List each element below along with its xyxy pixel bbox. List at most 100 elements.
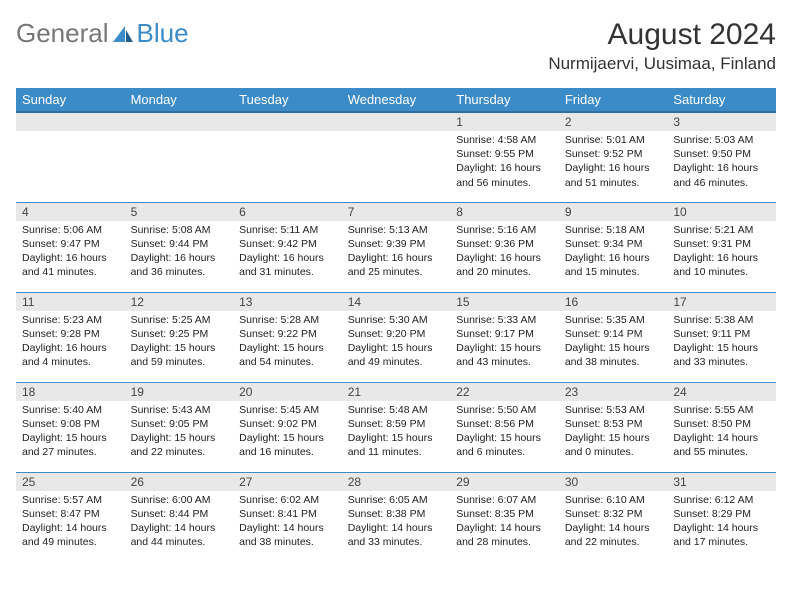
day-content: Sunrise: 5:38 AMSunset: 9:11 PMDaylight:… [667, 311, 776, 374]
day-number: 18 [16, 383, 125, 401]
logo-sail-icon [111, 24, 135, 44]
day-number: 9 [559, 203, 668, 221]
calendar-cell: 31Sunrise: 6:12 AMSunset: 8:29 PMDayligh… [667, 472, 776, 562]
calendar-cell [16, 112, 125, 202]
calendar-cell: 30Sunrise: 6:10 AMSunset: 8:32 PMDayligh… [559, 472, 668, 562]
day-content: Sunrise: 6:00 AMSunset: 8:44 PMDaylight:… [125, 491, 234, 554]
weekday-header: Friday [559, 88, 668, 112]
day-number: 31 [667, 473, 776, 491]
day-content: Sunrise: 5:57 AMSunset: 8:47 PMDaylight:… [16, 491, 125, 554]
day-content: Sunrise: 5:28 AMSunset: 9:22 PMDaylight:… [233, 311, 342, 374]
day-content: Sunrise: 5:50 AMSunset: 8:56 PMDaylight:… [450, 401, 559, 464]
day-number: 10 [667, 203, 776, 221]
calendar-cell: 26Sunrise: 6:00 AMSunset: 8:44 PMDayligh… [125, 472, 234, 562]
location: Nurmijaervi, Uusimaa, Finland [548, 54, 776, 74]
calendar-cell: 3Sunrise: 5:03 AMSunset: 9:50 PMDaylight… [667, 112, 776, 202]
calendar-cell: 20Sunrise: 5:45 AMSunset: 9:02 PMDayligh… [233, 382, 342, 472]
day-content: Sunrise: 5:48 AMSunset: 8:59 PMDaylight:… [342, 401, 451, 464]
day-content: Sunrise: 6:05 AMSunset: 8:38 PMDaylight:… [342, 491, 451, 554]
calendar-week-row: 1Sunrise: 4:58 AMSunset: 9:55 PMDaylight… [16, 112, 776, 202]
day-content: Sunrise: 5:35 AMSunset: 9:14 PMDaylight:… [559, 311, 668, 374]
weekday-header: Wednesday [342, 88, 451, 112]
month-title: August 2024 [548, 18, 776, 52]
calendar-week-row: 11Sunrise: 5:23 AMSunset: 9:28 PMDayligh… [16, 292, 776, 382]
day-content: Sunrise: 5:13 AMSunset: 9:39 PMDaylight:… [342, 221, 451, 284]
day-number: 14 [342, 293, 451, 311]
calendar-cell: 29Sunrise: 6:07 AMSunset: 8:35 PMDayligh… [450, 472, 559, 562]
calendar-cell [342, 112, 451, 202]
calendar-cell: 15Sunrise: 5:33 AMSunset: 9:17 PMDayligh… [450, 292, 559, 382]
calendar-cell: 5Sunrise: 5:08 AMSunset: 9:44 PMDaylight… [125, 202, 234, 292]
day-content: Sunrise: 6:12 AMSunset: 8:29 PMDaylight:… [667, 491, 776, 554]
calendar-cell: 13Sunrise: 5:28 AMSunset: 9:22 PMDayligh… [233, 292, 342, 382]
calendar-cell [233, 112, 342, 202]
day-number: 16 [559, 293, 668, 311]
day-number: 4 [16, 203, 125, 221]
day-number: 19 [125, 383, 234, 401]
day-number [233, 113, 342, 131]
day-number: 12 [125, 293, 234, 311]
day-content: Sunrise: 5:25 AMSunset: 9:25 PMDaylight:… [125, 311, 234, 374]
day-number: 27 [233, 473, 342, 491]
day-number: 8 [450, 203, 559, 221]
calendar-cell: 22Sunrise: 5:50 AMSunset: 8:56 PMDayligh… [450, 382, 559, 472]
day-number: 7 [342, 203, 451, 221]
calendar-cell: 16Sunrise: 5:35 AMSunset: 9:14 PMDayligh… [559, 292, 668, 382]
day-content: Sunrise: 5:23 AMSunset: 9:28 PMDaylight:… [16, 311, 125, 374]
weekday-header-row: SundayMondayTuesdayWednesdayThursdayFrid… [16, 88, 776, 112]
day-number: 30 [559, 473, 668, 491]
calendar-cell: 11Sunrise: 5:23 AMSunset: 9:28 PMDayligh… [16, 292, 125, 382]
logo: General Blue [16, 18, 189, 49]
calendar-cell: 12Sunrise: 5:25 AMSunset: 9:25 PMDayligh… [125, 292, 234, 382]
day-number: 23 [559, 383, 668, 401]
calendar-week-row: 4Sunrise: 5:06 AMSunset: 9:47 PMDaylight… [16, 202, 776, 292]
weekday-header: Tuesday [233, 88, 342, 112]
day-content: Sunrise: 4:58 AMSunset: 9:55 PMDaylight:… [450, 131, 559, 194]
calendar-cell: 28Sunrise: 6:05 AMSunset: 8:38 PMDayligh… [342, 472, 451, 562]
weekday-header: Sunday [16, 88, 125, 112]
calendar-table: SundayMondayTuesdayWednesdayThursdayFrid… [16, 88, 776, 562]
day-content: Sunrise: 5:11 AMSunset: 9:42 PMDaylight:… [233, 221, 342, 284]
day-content: Sunrise: 5:33 AMSunset: 9:17 PMDaylight:… [450, 311, 559, 374]
calendar-week-row: 25Sunrise: 5:57 AMSunset: 8:47 PMDayligh… [16, 472, 776, 562]
calendar-body: 1Sunrise: 4:58 AMSunset: 9:55 PMDaylight… [16, 112, 776, 562]
calendar-cell: 7Sunrise: 5:13 AMSunset: 9:39 PMDaylight… [342, 202, 451, 292]
day-content: Sunrise: 5:06 AMSunset: 9:47 PMDaylight:… [16, 221, 125, 284]
weekday-header: Thursday [450, 88, 559, 112]
day-content: Sunrise: 5:55 AMSunset: 8:50 PMDaylight:… [667, 401, 776, 464]
calendar-cell: 2Sunrise: 5:01 AMSunset: 9:52 PMDaylight… [559, 112, 668, 202]
calendar-cell: 17Sunrise: 5:38 AMSunset: 9:11 PMDayligh… [667, 292, 776, 382]
title-block: August 2024 Nurmijaervi, Uusimaa, Finlan… [548, 18, 776, 74]
day-number: 6 [233, 203, 342, 221]
calendar-cell: 19Sunrise: 5:43 AMSunset: 9:05 PMDayligh… [125, 382, 234, 472]
weekday-header: Monday [125, 88, 234, 112]
day-content: Sunrise: 5:18 AMSunset: 9:34 PMDaylight:… [559, 221, 668, 284]
calendar-cell: 8Sunrise: 5:16 AMSunset: 9:36 PMDaylight… [450, 202, 559, 292]
day-number [16, 113, 125, 131]
day-content: Sunrise: 5:30 AMSunset: 9:20 PMDaylight:… [342, 311, 451, 374]
day-content: Sunrise: 5:08 AMSunset: 9:44 PMDaylight:… [125, 221, 234, 284]
day-number: 11 [16, 293, 125, 311]
day-content: Sunrise: 5:16 AMSunset: 9:36 PMDaylight:… [450, 221, 559, 284]
day-content: Sunrise: 5:53 AMSunset: 8:53 PMDaylight:… [559, 401, 668, 464]
logo-text-blue: Blue [137, 18, 189, 49]
day-content: Sunrise: 6:02 AMSunset: 8:41 PMDaylight:… [233, 491, 342, 554]
day-number: 29 [450, 473, 559, 491]
day-number: 15 [450, 293, 559, 311]
day-number: 13 [233, 293, 342, 311]
day-number: 22 [450, 383, 559, 401]
weekday-header: Saturday [667, 88, 776, 112]
day-number [342, 113, 451, 131]
calendar-week-row: 18Sunrise: 5:40 AMSunset: 9:08 PMDayligh… [16, 382, 776, 472]
calendar-cell: 4Sunrise: 5:06 AMSunset: 9:47 PMDaylight… [16, 202, 125, 292]
day-content: Sunrise: 5:03 AMSunset: 9:50 PMDaylight:… [667, 131, 776, 194]
calendar-cell: 1Sunrise: 4:58 AMSunset: 9:55 PMDaylight… [450, 112, 559, 202]
day-number: 26 [125, 473, 234, 491]
logo-text-general: General [16, 18, 109, 49]
day-content: Sunrise: 5:45 AMSunset: 9:02 PMDaylight:… [233, 401, 342, 464]
calendar-cell: 6Sunrise: 5:11 AMSunset: 9:42 PMDaylight… [233, 202, 342, 292]
calendar-cell [125, 112, 234, 202]
day-number: 2 [559, 113, 668, 131]
calendar-cell: 18Sunrise: 5:40 AMSunset: 9:08 PMDayligh… [16, 382, 125, 472]
day-content: Sunrise: 5:43 AMSunset: 9:05 PMDaylight:… [125, 401, 234, 464]
